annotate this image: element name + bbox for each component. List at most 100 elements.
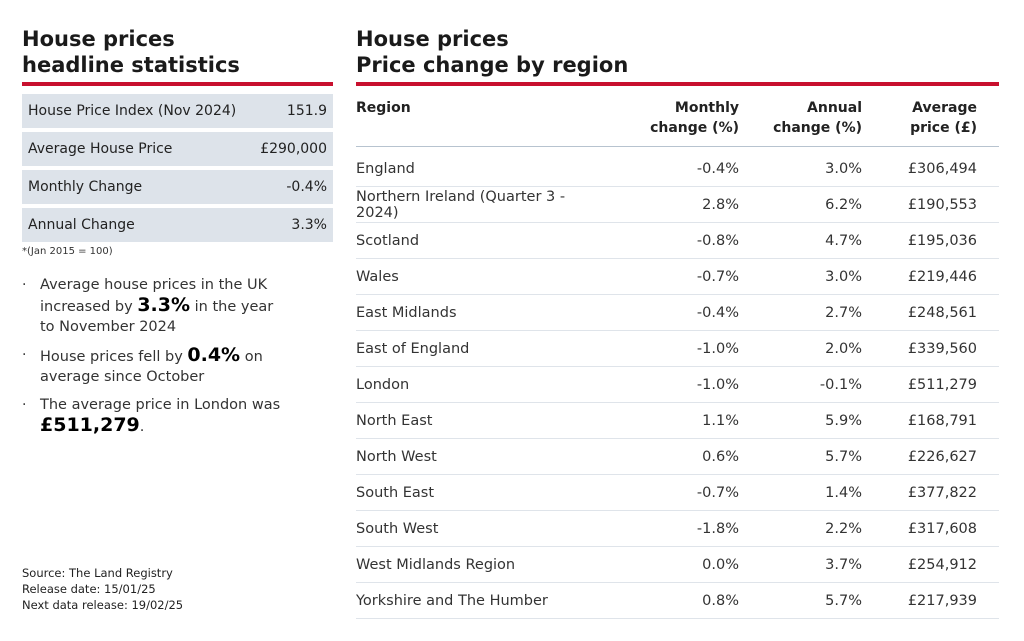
bullet-text: Average house prices in the UK increased…	[40, 277, 268, 315]
cell-price: £226,627	[884, 438, 999, 475]
cell-monthly: 0.0%	[631, 546, 761, 583]
next-release-date: Next data release: 19/02/25	[22, 598, 184, 612]
table-header-row: Region Monthly change (%) Annual change (%…	[356, 92, 999, 147]
bullet-text: in the year to November 2024	[40, 299, 274, 335]
bullet-monthly: · House prices fell by 0.4% on average si…	[22, 345, 290, 387]
stat-row-annual-change: Annual Change 3.3%	[22, 208, 333, 242]
stat-value: 151.9	[286, 103, 327, 119]
headline-title-line1: House prices	[22, 27, 175, 51]
stat-row-monthly-change: Monthly Change -0.4%	[22, 170, 333, 204]
cell-price: £217,939	[884, 582, 999, 619]
cell-annual: 2.0%	[761, 330, 884, 367]
cell-monthly: -0.4%	[631, 294, 761, 331]
cell-price: £219,446	[884, 258, 999, 295]
table-row: London -1.0% -0.1% £511,279	[356, 366, 999, 403]
cell-annual: 2.2%	[761, 510, 884, 547]
bullet-annual: · Average house prices in the UK increase…	[22, 275, 290, 337]
stat-row-average-price: Average House Price £290,000	[22, 132, 333, 166]
col-header-monthly: Monthly change (%)	[631, 92, 761, 147]
stat-label: Average House Price	[28, 141, 173, 157]
cell-monthly: -1.0%	[631, 366, 761, 403]
cell-region: Scotland	[356, 222, 631, 259]
cell-price: £195,036	[884, 222, 999, 259]
cell-price: £511,279	[884, 366, 999, 403]
cell-price: £306,494	[884, 146, 999, 187]
header-line: Annual	[807, 100, 862, 116]
source-line: Source: The Land Registry	[22, 566, 173, 580]
cell-monthly: 1.1%	[631, 402, 761, 439]
table-row: East Midlands -0.4% 2.7% £248,561	[356, 294, 999, 331]
stats-list: House Price Index (Nov 2024) 151.9 Avera…	[22, 94, 333, 242]
table-row: Northern Ireland (Quarter 3 - 2024) 2.8% 6…	[356, 186, 999, 223]
stat-value: -0.4%	[286, 179, 327, 195]
cell-region: East Midlands	[356, 294, 631, 331]
cell-price: £377,822	[884, 474, 999, 511]
cell-monthly: -0.8%	[631, 222, 761, 259]
stat-value: 3.3%	[291, 217, 327, 233]
cell-annual: 5.9%	[761, 402, 884, 439]
header-line: change (%)	[773, 120, 862, 136]
col-header-region: Region	[356, 92, 631, 147]
cell-monthly: -0.7%	[631, 474, 761, 511]
stat-value: £290,000	[260, 141, 327, 157]
cell-region: Yorkshire and The Humber	[356, 582, 631, 619]
cell-price: £190,553	[884, 186, 999, 223]
table-row: Wales -0.7% 3.0% £219,446	[356, 258, 999, 295]
cell-monthly: 0.8%	[631, 582, 761, 619]
table-row: North East 1.1% 5.9% £168,791	[356, 402, 999, 439]
stat-label: House Price Index (Nov 2024)	[28, 103, 237, 119]
source-info: Source: The Land Registry Release date: …	[22, 565, 183, 613]
cell-region: East of England	[356, 330, 631, 367]
cell-annual: 4.7%	[761, 222, 884, 259]
title-divider	[22, 82, 333, 86]
col-header-annual: Annual change (%)	[761, 92, 884, 147]
bullet-text: House prices fell by	[40, 349, 188, 365]
region-title: House prices Price change by region	[356, 26, 999, 80]
cell-annual: 5.7%	[761, 582, 884, 619]
stat-label: Monthly Change	[28, 179, 143, 195]
headline-title: House prices headline statistics	[22, 26, 333, 80]
index-footnote: *(Jan 2015 = 100)	[22, 246, 113, 257]
summary-bullets: · Average house prices in the UK increase…	[22, 275, 333, 437]
header-line: Monthly	[674, 100, 739, 116]
bullet-dot-icon: ·	[22, 347, 27, 363]
cell-monthly: 2.8%	[631, 186, 761, 223]
title-divider	[356, 82, 999, 86]
bullet-text: The average price in London was	[40, 397, 281, 413]
bullet-dot-icon: ·	[22, 277, 27, 293]
cell-price: £317,608	[884, 510, 999, 547]
col-header-price: Average price (£)	[884, 92, 999, 147]
cell-annual: -0.1%	[761, 366, 884, 403]
cell-monthly: 0.6%	[631, 438, 761, 475]
cell-region: West Midlands Region	[356, 546, 631, 583]
cell-monthly: -0.7%	[631, 258, 761, 295]
cell-price: £254,912	[884, 546, 999, 583]
cell-annual: 6.2%	[761, 186, 884, 223]
header-line: change (%)	[650, 120, 739, 136]
stat-label: Annual Change	[28, 217, 135, 233]
cell-annual: 5.7%	[761, 438, 884, 475]
table-row: North West 0.6% 5.7% £226,627	[356, 438, 999, 475]
cell-monthly: -1.0%	[631, 330, 761, 367]
bullet-london: · The average price in London was £511,27…	[22, 395, 290, 437]
table-row: England -0.4% 3.0% £306,494	[356, 146, 999, 187]
bullet-dot-icon: ·	[22, 397, 27, 413]
region-title-line2: Price change by region	[356, 53, 629, 77]
headline-title-line2: headline statistics	[22, 53, 240, 77]
release-date: Release date: 15/01/25	[22, 582, 156, 596]
table-row: East of England -1.0% 2.0% £339,560	[356, 330, 999, 367]
cell-region: North West	[356, 438, 631, 475]
cell-region: South West	[356, 510, 631, 547]
cell-price: £168,791	[884, 402, 999, 439]
region-table: Region Monthly change (%) Annual change (%…	[356, 92, 999, 619]
cell-region: Northern Ireland (Quarter 3 - 2024)	[356, 186, 631, 223]
cell-region: South East	[356, 474, 631, 511]
bullet-highlight: £511,279	[40, 414, 140, 436]
header-line: Average	[912, 100, 977, 116]
bullet-highlight: 0.4%	[187, 344, 241, 366]
region-panel: House prices Price change by region Regi…	[356, 0, 999, 619]
cell-region: London	[356, 366, 631, 403]
table-row: Scotland -0.8% 4.7% £195,036	[356, 222, 999, 259]
stat-row-hpi: House Price Index (Nov 2024) 151.9	[22, 94, 333, 128]
table-row: Yorkshire and The Humber 0.8% 5.7% £217,939	[356, 582, 999, 619]
